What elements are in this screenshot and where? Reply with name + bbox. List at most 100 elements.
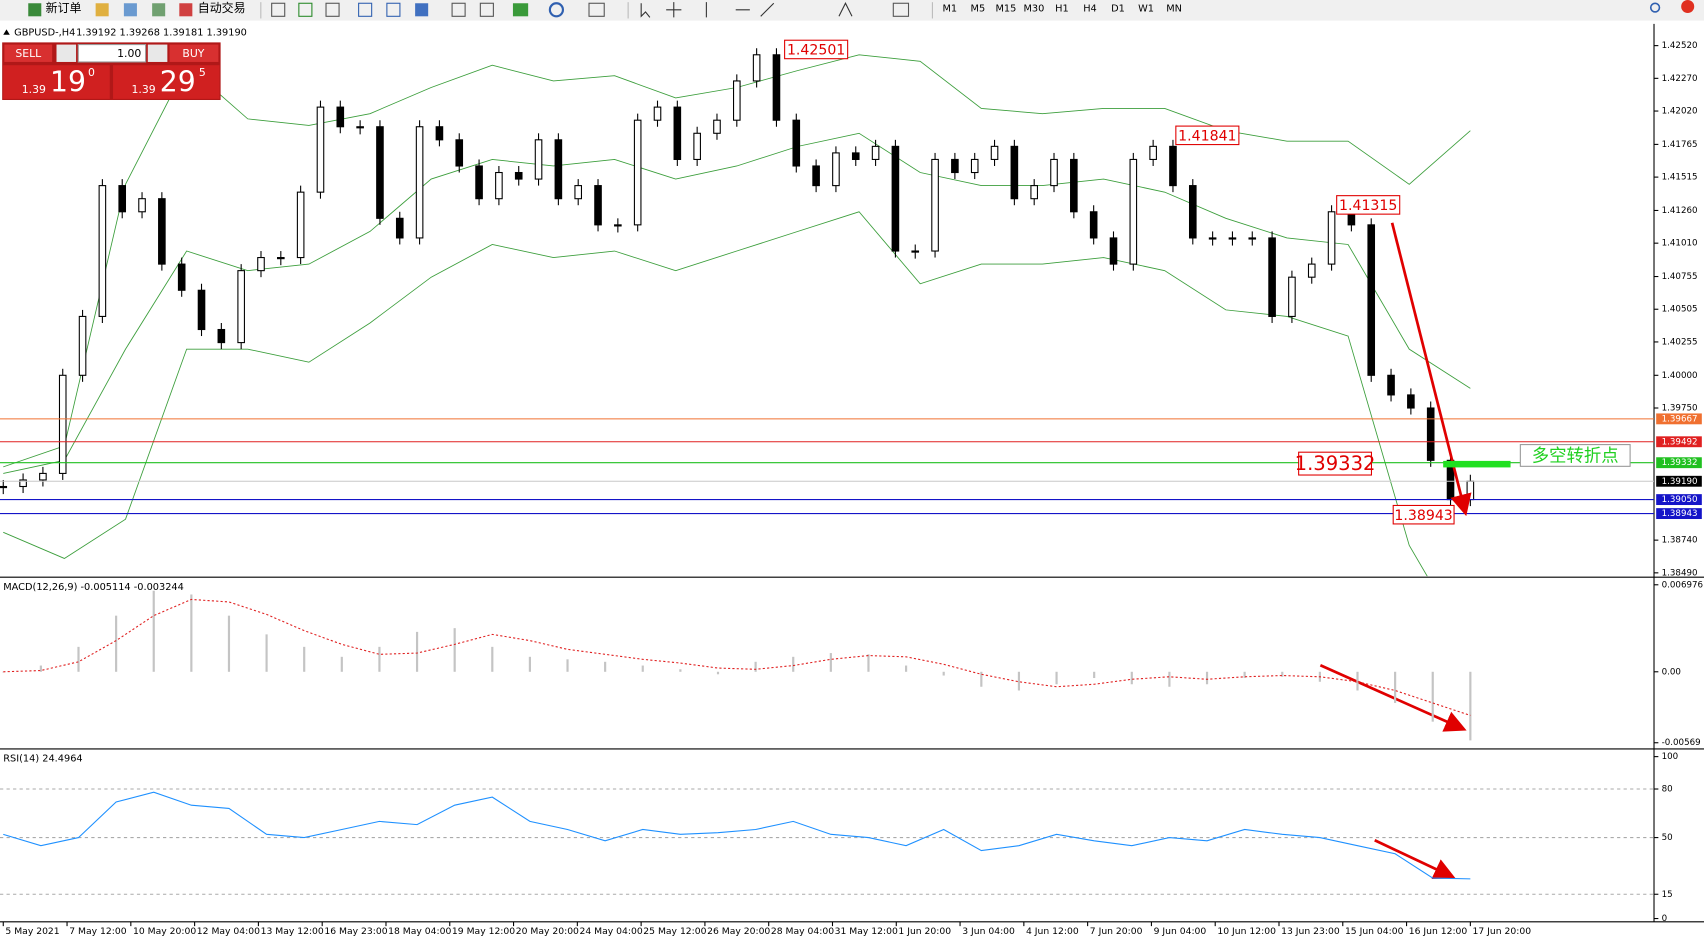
icon[interactable] [152, 3, 166, 17]
icon[interactable] [838, 2, 853, 17]
icon[interactable] [640, 3, 651, 18]
icon[interactable] [451, 2, 466, 17]
macd-bar [415, 631, 419, 672]
candle [197, 289, 206, 331]
y-tick-label: 1.41515 [1662, 173, 1698, 183]
timeframe[interactable]: M5 [971, 4, 986, 15]
candle [1169, 145, 1177, 187]
candle [237, 270, 245, 344]
macd-bar [491, 646, 494, 672]
x-tick-label: 16 Jun 12:00 [1409, 926, 1468, 937]
timeframe[interactable]: D1 [1111, 4, 1125, 15]
price-panel [0, 48, 1655, 577]
macd-bar [566, 659, 569, 672]
icon[interactable] [666, 2, 682, 18]
icon[interactable] [415, 3, 429, 17]
macd-bar [942, 671, 945, 676]
macd-bar [904, 665, 908, 672]
y-tick-label: 1.40255 [1662, 337, 1698, 347]
lot-input[interactable] [77, 44, 147, 63]
icon[interactable] [892, 2, 910, 17]
timeframe[interactable]: M15 [995, 4, 1016, 15]
icon[interactable] [548, 2, 565, 18]
auto-trading[interactable]: 自动交易 [198, 0, 246, 15]
candle [1050, 158, 1058, 187]
timeframe[interactable]: H1 [1055, 4, 1069, 15]
candle [1208, 237, 1217, 240]
buy-price[interactable] [113, 65, 220, 99]
y-tick-label: 1.42270 [1662, 74, 1698, 84]
icon[interactable] [271, 2, 286, 17]
timeframe[interactable]: W1 [1138, 4, 1154, 15]
buy-button[interactable] [169, 44, 219, 62]
search-icon[interactable] [1649, 2, 1661, 13]
icon[interactable] [386, 2, 401, 17]
y-tick-label: 0.006976 [1662, 580, 1703, 590]
x-tick-label: 31 May 12:00 [835, 926, 898, 937]
x-tick-label: 16 May 23:00 [324, 926, 387, 937]
timeframe[interactable]: H4 [1083, 4, 1097, 15]
icon[interactable] [512, 3, 529, 17]
y-tick-label: 80 [1662, 785, 1673, 795]
sell-big: 1.39 [22, 83, 46, 96]
candle [1109, 237, 1118, 265]
candle [118, 185, 127, 213]
icon[interactable] [298, 2, 313, 17]
candle [356, 126, 364, 129]
buy-frac: 5 [199, 66, 206, 79]
candle [277, 257, 285, 260]
icon[interactable] [325, 2, 340, 17]
candle [217, 328, 226, 344]
x-tick-label: 25 May 12:00 [643, 926, 706, 937]
spin-up[interactable] [147, 44, 168, 62]
macd-bar [792, 656, 795, 672]
timeframe[interactable]: M1 [942, 4, 957, 15]
notification[interactable] [1681, 0, 1695, 14]
macd-bar [1431, 671, 1434, 722]
icon[interactable] [28, 3, 42, 17]
candle [891, 145, 900, 252]
x-tick-label: 9 Jun 04:00 [1154, 926, 1207, 937]
buy-label[interactable]: BUY [182, 47, 204, 60]
y-tick-label: 15 [1662, 890, 1673, 900]
sell-price[interactable] [3, 65, 110, 99]
icon[interactable] [179, 3, 193, 17]
x-tick-label: 20 May 20:00 [516, 926, 579, 937]
new-order[interactable]: 新订单 [46, 0, 82, 15]
timeframe[interactable]: MN [1166, 4, 1182, 15]
icon[interactable] [705, 2, 775, 18]
y-tick-label: 1.40000 [1662, 371, 1698, 381]
macd-bar [604, 661, 607, 672]
collapse-icon[interactable] [3, 29, 10, 35]
spin-down[interactable] [56, 44, 77, 62]
candle [1307, 263, 1316, 278]
macd-bar [980, 671, 983, 687]
trend-arrow [1374, 839, 1456, 880]
candle [475, 165, 483, 200]
icon[interactable] [358, 2, 373, 17]
toolbar: 新订单 自动交易 M1 M5 M15 M30 H1 H4 D1 W1 MN [0, 0, 1704, 21]
candle [1268, 237, 1276, 317]
macd-bar [340, 656, 343, 672]
macd-bar [265, 634, 268, 672]
icon[interactable] [479, 2, 494, 17]
level-label: 1.38943 [1662, 509, 1698, 519]
candle [554, 139, 563, 200]
candle [752, 54, 761, 82]
icon[interactable] [95, 3, 109, 17]
candle [415, 126, 424, 239]
lot-value[interactable]: 1.00 [117, 47, 141, 60]
sell-button[interactable] [4, 44, 53, 62]
level-tag [1656, 475, 1702, 487]
macd-bar [303, 646, 306, 672]
sell-label[interactable]: SELL [15, 47, 41, 60]
timeframe[interactable]: M30 [1023, 4, 1044, 15]
macd-bar [1017, 671, 1021, 691]
y-tick-label: 1.38740 [1662, 536, 1698, 546]
icon[interactable] [588, 2, 605, 17]
candle [851, 152, 860, 160]
icon[interactable] [123, 3, 137, 17]
candle [78, 315, 87, 376]
x-tick-label: 12 May 04:00 [197, 926, 260, 937]
x-tick-label: 10 Jun 12:00 [1217, 926, 1276, 937]
